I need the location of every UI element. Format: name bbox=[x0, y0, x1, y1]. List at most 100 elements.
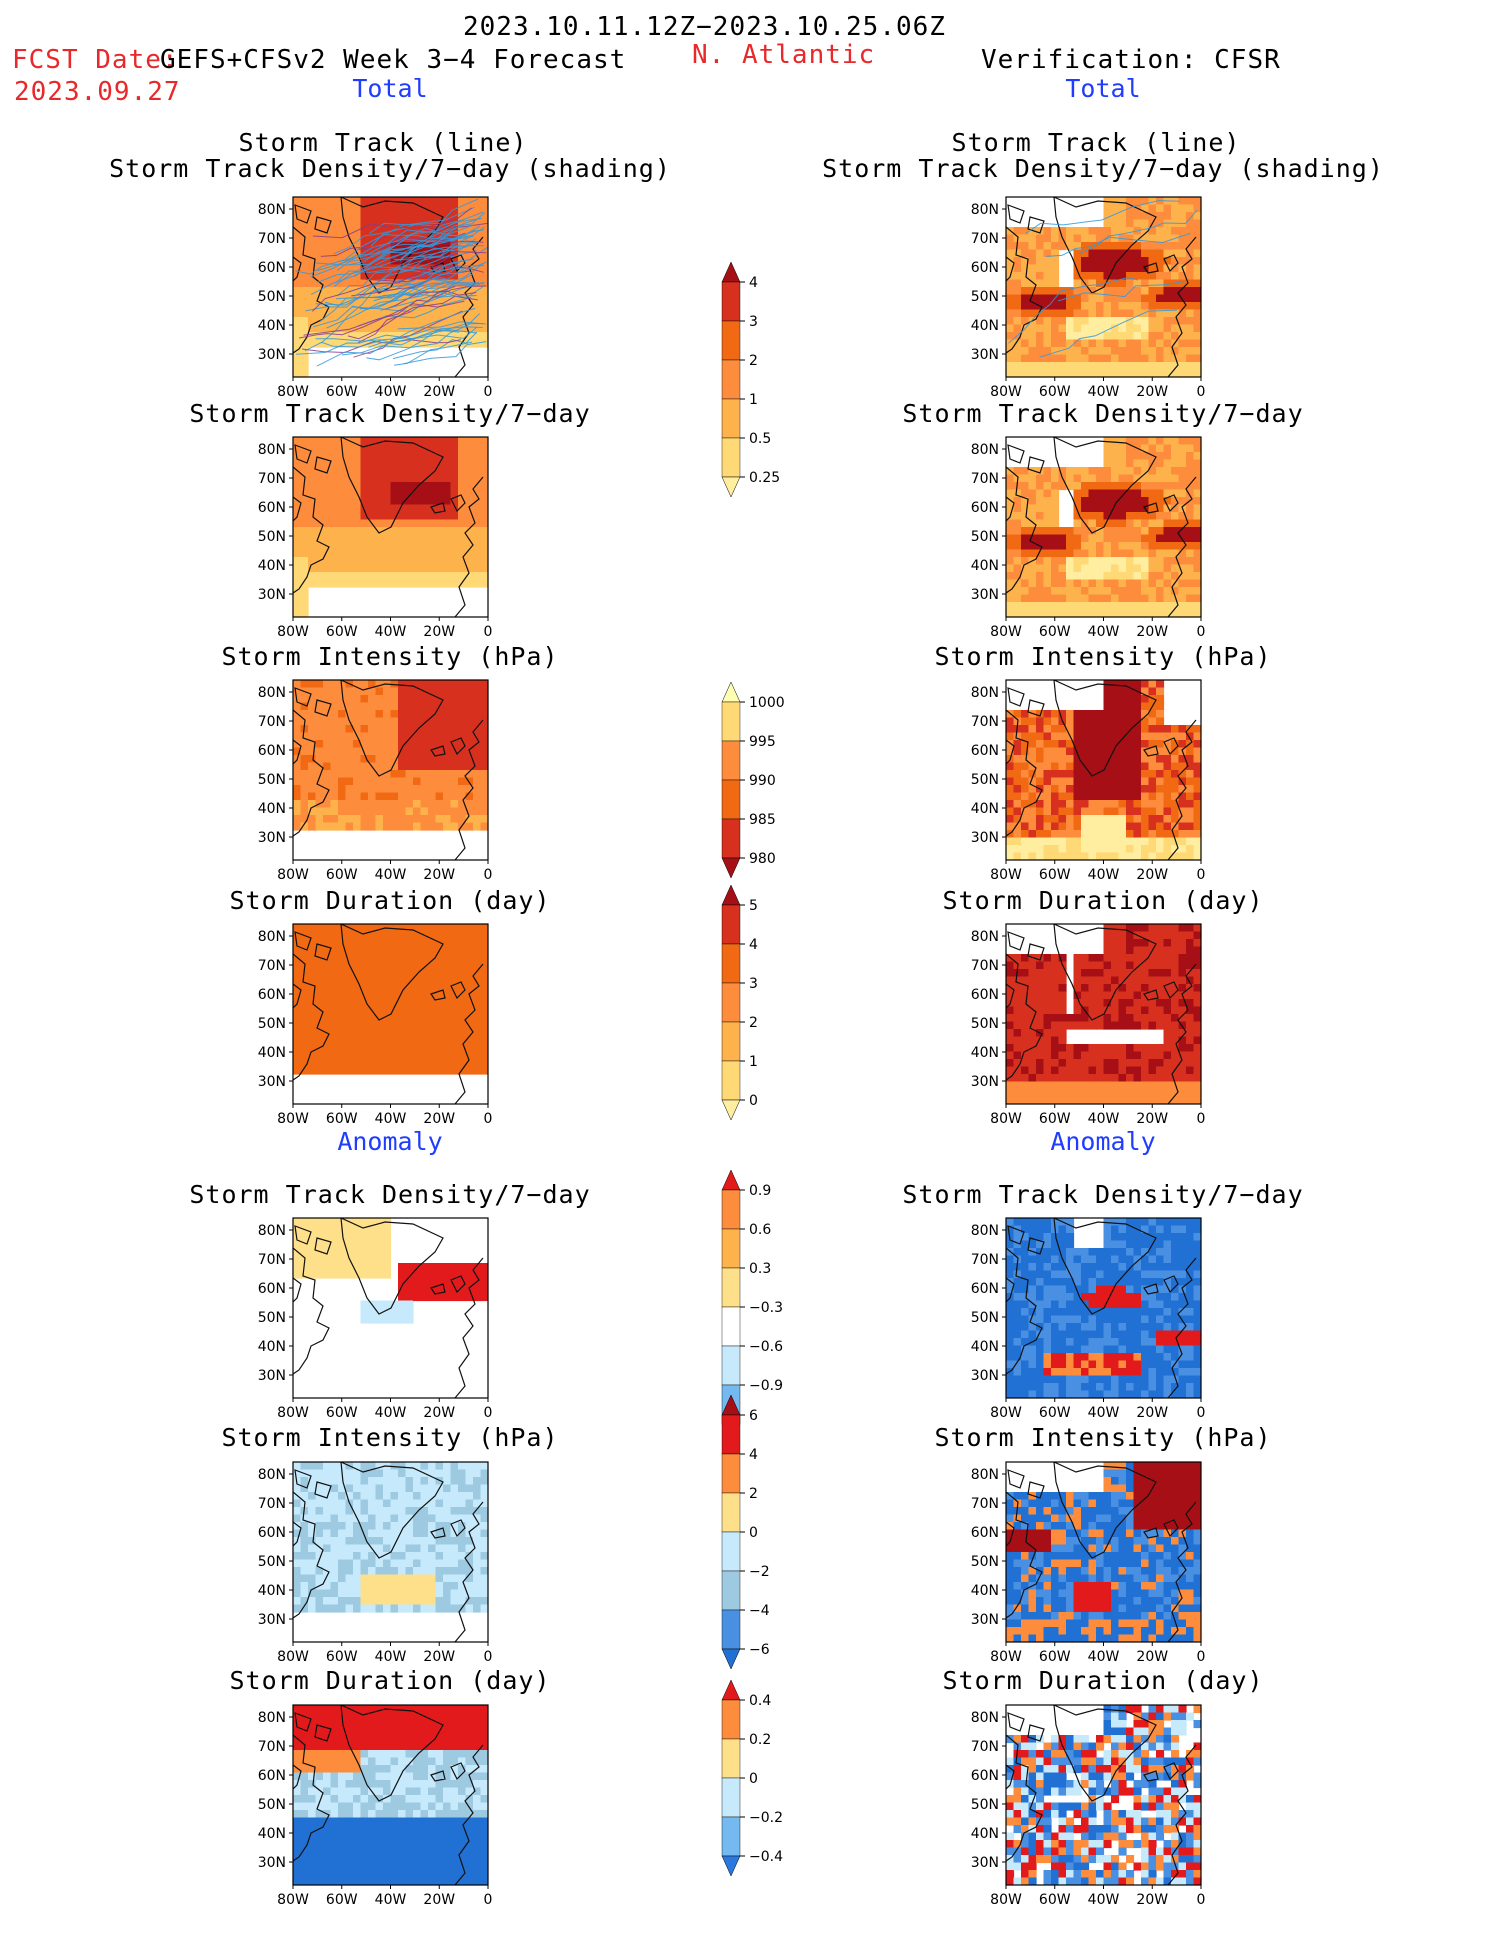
colorbar-segment bbox=[722, 1700, 740, 1739]
lat-tick-label: 50N bbox=[258, 289, 286, 305]
lon-tick-label: 80W bbox=[990, 1405, 1022, 1421]
colorbar-label: 0.25 bbox=[749, 470, 780, 486]
lat-tick-label: 80N bbox=[971, 202, 999, 218]
lat-tick-label: 30N bbox=[971, 830, 999, 846]
title-density-anom-right: Storm Track Density/7−day bbox=[783, 1180, 1423, 1209]
lon-tick-label: 40W bbox=[375, 1649, 407, 1665]
colorbar-label: −0.2 bbox=[749, 1810, 783, 1826]
colorbar-label: 3 bbox=[749, 314, 758, 330]
lon-tick-label: 60W bbox=[1039, 384, 1071, 400]
lon-tick-label: 40W bbox=[1088, 1649, 1120, 1665]
fcst-date-label: FCST Date: bbox=[12, 45, 179, 75]
colorbar-label: −2 bbox=[749, 1564, 770, 1580]
lat-tick-label: 70N bbox=[258, 471, 286, 487]
lat-tick-label: 60N bbox=[971, 260, 999, 276]
lon-tick-label: 60W bbox=[326, 1111, 358, 1127]
lon-tick-label: 40W bbox=[375, 384, 407, 400]
lat-tick-label: 60N bbox=[971, 987, 999, 1003]
lat-tick-label: 70N bbox=[258, 1496, 286, 1512]
colorbar-segment bbox=[722, 983, 740, 1022]
colorbar-label: 0.2 bbox=[749, 1732, 771, 1748]
lon-tick-label: 80W bbox=[277, 1405, 309, 1421]
colorbar-segment bbox=[722, 438, 740, 477]
lat-tick-label: 30N bbox=[971, 1368, 999, 1384]
lat-tick-label: 70N bbox=[258, 1252, 286, 1268]
lat-tick-label: 60N bbox=[258, 500, 286, 516]
lon-tick-label: 60W bbox=[326, 1405, 358, 1421]
lon-tick-label: 60W bbox=[1039, 624, 1071, 640]
lon-tick-label: 60W bbox=[1039, 1649, 1071, 1665]
colorbar-segment bbox=[722, 1190, 740, 1229]
colorbar-label: −0.6 bbox=[749, 1339, 783, 1355]
lon-tick-label: 0 bbox=[484, 867, 493, 883]
colorbar-segment bbox=[722, 741, 740, 780]
lon-tick-label: 40W bbox=[1088, 384, 1120, 400]
lon-tick-label: 0 bbox=[484, 624, 493, 640]
lat-tick-label: 50N bbox=[258, 529, 286, 545]
colorbar-label: 1 bbox=[749, 1054, 758, 1070]
region-label: N. Atlantic bbox=[692, 40, 875, 70]
colorbar-segment bbox=[722, 702, 740, 741]
colorbar-segment bbox=[722, 1610, 740, 1649]
lon-tick-label: 80W bbox=[990, 867, 1022, 883]
lon-tick-label: 40W bbox=[1088, 1405, 1120, 1421]
lat-tick-label: 40N bbox=[971, 558, 999, 574]
lat-tick-label: 60N bbox=[971, 1281, 999, 1297]
lon-tick-label: 60W bbox=[1039, 1111, 1071, 1127]
lon-tick-label: 20W bbox=[423, 624, 455, 640]
title-track-line-left: Storm Track (line) bbox=[63, 128, 703, 157]
colorbar-label: 2 bbox=[749, 353, 758, 369]
lat-tick-label: 50N bbox=[971, 529, 999, 545]
colorbar-segment bbox=[722, 282, 740, 321]
lon-tick-label: 60W bbox=[326, 624, 358, 640]
lon-tick-label: 0 bbox=[1197, 1892, 1206, 1908]
lat-tick-label: 30N bbox=[258, 347, 286, 363]
colorbar-label: −0.4 bbox=[749, 1849, 783, 1865]
lon-tick-label: 0 bbox=[1197, 624, 1206, 640]
lon-tick-label: 0 bbox=[484, 1405, 493, 1421]
lon-tick-label: 60W bbox=[326, 1892, 358, 1908]
colorbar-label: −6 bbox=[749, 1642, 770, 1658]
lon-tick-label: 0 bbox=[1197, 1405, 1206, 1421]
colorbar-label: 995 bbox=[749, 734, 776, 750]
lon-tick-label: 0 bbox=[484, 1649, 493, 1665]
colorbar-segment bbox=[722, 1493, 740, 1532]
lat-tick-label: 60N bbox=[258, 260, 286, 276]
lon-tick-label: 80W bbox=[277, 1111, 309, 1127]
colorbar-segment bbox=[722, 1817, 740, 1856]
lat-tick-label: 40N bbox=[971, 801, 999, 817]
lon-tick-label: 40W bbox=[1088, 1892, 1120, 1908]
lat-tick-label: 70N bbox=[971, 231, 999, 247]
lon-tick-label: 60W bbox=[1039, 1405, 1071, 1421]
colorbar-label: 0.6 bbox=[749, 1222, 771, 1238]
lat-tick-label: 80N bbox=[971, 685, 999, 701]
lon-tick-label: 0 bbox=[1197, 1649, 1206, 1665]
lat-tick-label: 40N bbox=[258, 558, 286, 574]
lat-tick-label: 40N bbox=[258, 1826, 286, 1842]
lat-tick-label: 30N bbox=[971, 347, 999, 363]
lon-tick-label: 80W bbox=[990, 1649, 1022, 1665]
lat-tick-label: 60N bbox=[258, 1768, 286, 1784]
lon-tick-label: 0 bbox=[484, 384, 493, 400]
lon-tick-label: 0 bbox=[1197, 867, 1206, 883]
lat-tick-label: 80N bbox=[258, 1710, 286, 1726]
lat-tick-label: 60N bbox=[971, 743, 999, 759]
colorbar-segment bbox=[722, 1229, 740, 1268]
colorbar-label: 990 bbox=[749, 773, 776, 789]
colorbar-label: 0.3 bbox=[749, 1261, 771, 1277]
lat-tick-label: 80N bbox=[258, 1467, 286, 1483]
lat-tick-label: 60N bbox=[258, 987, 286, 1003]
colorbar-segment bbox=[722, 1739, 740, 1778]
colorbar-segment bbox=[722, 1307, 740, 1346]
lat-tick-label: 70N bbox=[258, 231, 286, 247]
colorbar-segment bbox=[722, 1454, 740, 1493]
lat-tick-label: 50N bbox=[258, 772, 286, 788]
lon-tick-label: 20W bbox=[1136, 1892, 1168, 1908]
lat-tick-label: 80N bbox=[258, 1223, 286, 1239]
